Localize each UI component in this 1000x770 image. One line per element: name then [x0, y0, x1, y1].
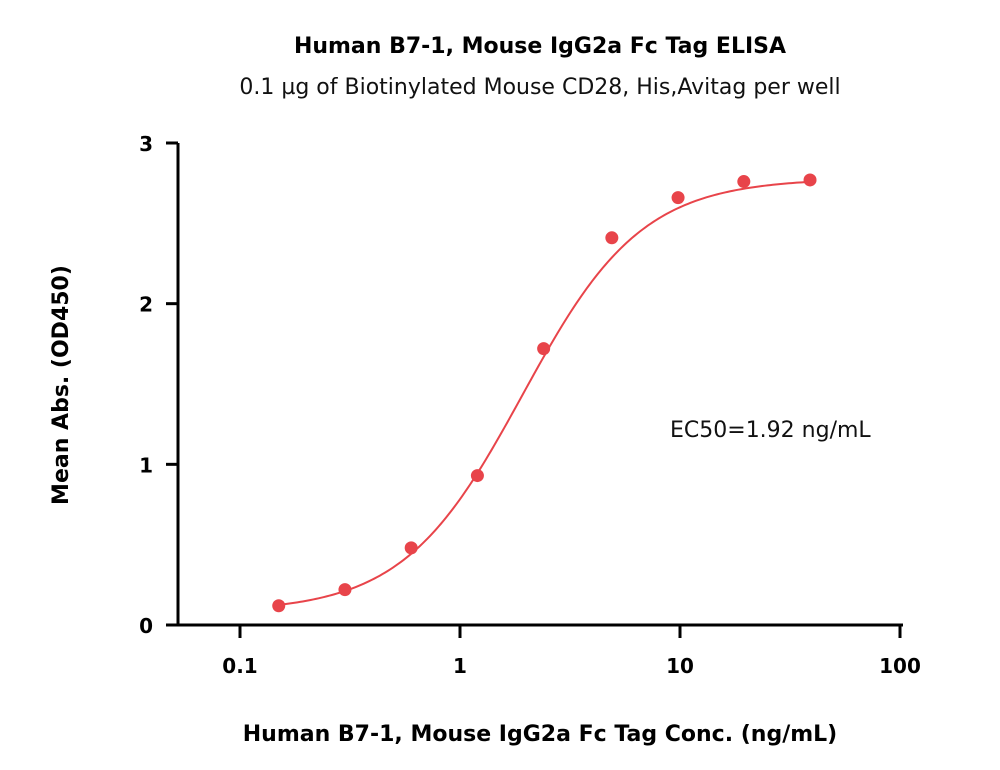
chart-subtitle: 0.1 µg of Biotinylated Mouse CD28, His,A… — [239, 75, 840, 100]
data-point — [537, 342, 551, 356]
data-point — [272, 599, 286, 613]
chart-title: Human B7-1, Mouse IgG2a Fc Tag ELISA — [294, 34, 786, 59]
x-tick-label: 100 — [879, 654, 921, 678]
data-point — [803, 173, 817, 187]
fit-curve — [278, 180, 811, 606]
x-tick-label: 1 — [453, 654, 467, 678]
data-point — [605, 231, 619, 245]
y-axis-label: Mean Abs. (OD450) — [49, 265, 74, 505]
x-ticks: 0.1 1 10 100 — [222, 625, 921, 678]
y-ticks: 0 1 2 3 — [139, 132, 178, 638]
data-point — [404, 541, 418, 555]
y-tick-label: 1 — [139, 453, 153, 477]
ec50-annotation: EC50=1.92 ng/mL — [670, 418, 871, 443]
x-axis-label: Human B7-1, Mouse IgG2a Fc Tag Conc. (ng… — [243, 722, 837, 747]
data-points — [272, 173, 817, 613]
x-tick-label: 10 — [666, 654, 694, 678]
axes — [176, 143, 903, 627]
data-point — [737, 175, 751, 189]
data-point — [338, 583, 352, 597]
data-point — [671, 191, 685, 205]
y-tick-label: 3 — [139, 132, 153, 156]
x-tick-label: 0.1 — [222, 654, 257, 678]
data-point — [470, 469, 484, 483]
y-tick-label: 0 — [139, 614, 153, 638]
y-tick-label: 2 — [139, 293, 153, 317]
